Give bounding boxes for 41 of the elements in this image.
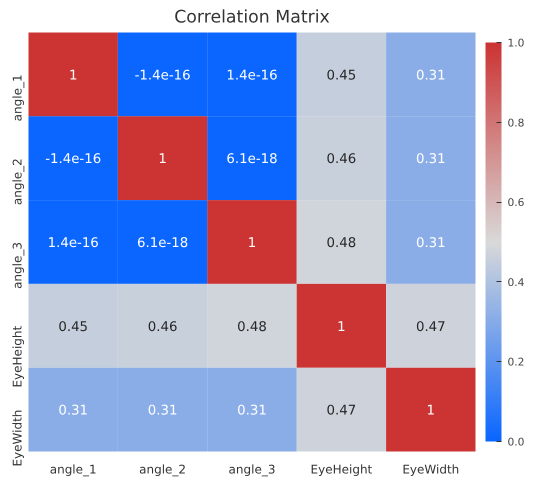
data-label: -1.4e-16 bbox=[45, 152, 102, 168]
color-bar-label: 0.8 bbox=[508, 116, 525, 130]
data-label: 0.45 bbox=[326, 68, 356, 84]
color-bar-label: 0.6 bbox=[508, 196, 525, 210]
data-label: 1 bbox=[337, 320, 346, 335]
data-label: 1 bbox=[426, 404, 436, 419]
data-label: 0.31 bbox=[416, 236, 446, 251]
y-tick-label: angle_3 bbox=[10, 242, 24, 289]
data-label: 0.46 bbox=[148, 320, 178, 335]
color-bar-label: 1.0 bbox=[508, 36, 525, 50]
color-bar-label: 0.2 bbox=[508, 356, 524, 369]
y-tick-label: angle_2 bbox=[10, 158, 24, 206]
x-tick-label: EyeHeight bbox=[310, 462, 373, 476]
data-label: 6.1e-18 bbox=[226, 152, 278, 168]
data-label: 0.31 bbox=[416, 152, 446, 168]
chart-title: Correlation Matrix bbox=[174, 8, 330, 28]
color-bar-label: 0.4 bbox=[508, 276, 525, 289]
x-tick-label: angle_2 bbox=[139, 462, 186, 476]
data-label: 0.46 bbox=[326, 152, 356, 168]
x-tick-label: angle_3 bbox=[228, 462, 276, 476]
data-label: 1.4e-16 bbox=[48, 236, 99, 251]
data-label: 0.31 bbox=[416, 68, 446, 84]
data-label: 0.47 bbox=[416, 320, 446, 335]
data-label: 1 bbox=[248, 236, 256, 251]
data-label: 0.47 bbox=[326, 404, 356, 419]
y-tick-label: EyeHeight bbox=[10, 326, 24, 388]
data-label: 0.31 bbox=[237, 404, 267, 419]
data-label: -1.4e-16 bbox=[134, 68, 191, 84]
data-label: 6.1e-18 bbox=[137, 236, 188, 251]
y-tick-label: angle_1 bbox=[10, 74, 24, 122]
data-label: 0.48 bbox=[237, 320, 267, 335]
data-label: 0.31 bbox=[58, 404, 88, 419]
data-label: 1 bbox=[68, 68, 78, 84]
color-bar-label: 0.0 bbox=[508, 436, 525, 448]
data-label: 0.48 bbox=[326, 236, 356, 251]
x-tick-label: EyeWidth bbox=[402, 462, 460, 476]
data-label: 1.4e-16 bbox=[226, 68, 278, 84]
data-label: 1 bbox=[158, 152, 167, 168]
data-label: 0.31 bbox=[148, 404, 178, 419]
data-label: 0.45 bbox=[58, 320, 88, 335]
x-tick-label: angle_1 bbox=[50, 462, 97, 476]
